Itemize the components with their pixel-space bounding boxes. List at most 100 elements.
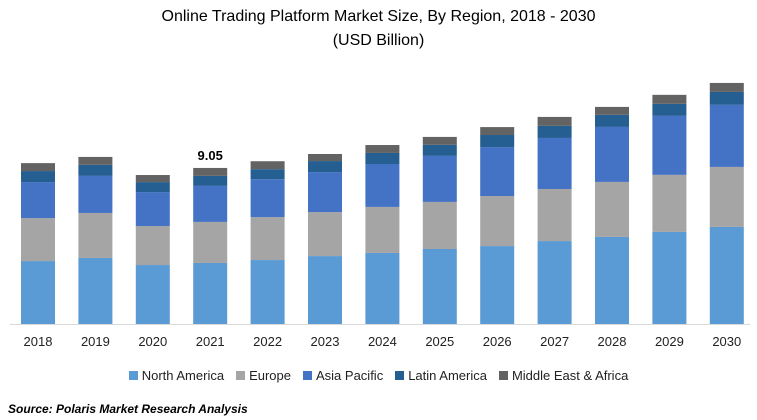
bar-europe-2024 bbox=[365, 206, 400, 253]
bar-middle-east-africa-2021 bbox=[193, 167, 228, 176]
bar-north-america-2024 bbox=[365, 252, 400, 324]
bar-asia-pacific-2029 bbox=[652, 115, 687, 175]
bar-asia-pacific-2023 bbox=[308, 172, 342, 213]
bar-europe-2018 bbox=[21, 218, 55, 262]
chart-legend: North America Europe Asia Pacific Latin Ame… bbox=[0, 368, 757, 383]
bar-middle-east-africa-2025 bbox=[422, 136, 457, 145]
chart-title: Online Trading Platform Market Size, By … bbox=[161, 8, 596, 25]
bar-middle-east-africa-2026 bbox=[480, 127, 515, 136]
bar-latin-america-2021 bbox=[193, 175, 228, 186]
bar-middle-east-africa-2018 bbox=[21, 163, 55, 172]
bar-latin-america-2024 bbox=[365, 152, 400, 164]
bar-north-america-2020 bbox=[135, 265, 170, 324]
bar-middle-east-africa-2028 bbox=[595, 106, 629, 115]
legend-label: Europe bbox=[249, 368, 291, 383]
bar-north-america-2029 bbox=[652, 231, 687, 324]
x-tick-label: 2030 bbox=[712, 334, 741, 349]
legend-label: North America bbox=[141, 368, 225, 383]
bar-north-america-2023 bbox=[308, 256, 342, 324]
bar-north-america-2021 bbox=[193, 262, 228, 324]
bar-europe-2023 bbox=[308, 212, 342, 257]
bar-asia-pacific-2030 bbox=[709, 104, 744, 167]
bar-latin-america-2023 bbox=[308, 161, 342, 173]
bar-europe-2021 bbox=[193, 221, 228, 263]
bar-latin-america-2025 bbox=[422, 144, 457, 156]
legend-item: Asia Pacific bbox=[303, 368, 383, 383]
bar-north-america-2022 bbox=[250, 260, 285, 324]
bar-middle-east-africa-2020 bbox=[135, 175, 170, 183]
legend-swatch bbox=[498, 371, 508, 380]
bar-asia-pacific-2019 bbox=[78, 175, 113, 213]
bar-middle-east-africa-2030 bbox=[709, 82, 744, 92]
x-tick-label: 2025 bbox=[425, 334, 454, 349]
bar-asia-pacific-2021 bbox=[193, 185, 228, 222]
bar-latin-america-2020 bbox=[135, 182, 170, 193]
bar-middle-east-africa-2019 bbox=[78, 156, 113, 165]
bar-asia-pacific-2024 bbox=[365, 163, 400, 207]
bar-latin-america-2028 bbox=[595, 114, 629, 127]
x-tick-label: 2026 bbox=[483, 334, 512, 349]
bar-north-america-2030 bbox=[709, 226, 744, 324]
bar-north-america-2019 bbox=[78, 257, 113, 324]
x-tick-label: 2028 bbox=[598, 334, 627, 349]
legend-swatch bbox=[395, 371, 405, 380]
legend-swatch bbox=[303, 371, 312, 380]
legend-item: Latin America bbox=[395, 368, 487, 383]
bar-europe-2028 bbox=[595, 181, 629, 237]
legend-item: North America bbox=[128, 368, 225, 383]
x-tick-label: 2019 bbox=[81, 334, 110, 349]
bar-latin-america-2022 bbox=[250, 169, 285, 180]
x-tick-label: 2022 bbox=[253, 334, 282, 349]
bar-asia-pacific-2020 bbox=[135, 192, 170, 227]
bar-asia-pacific-2026 bbox=[480, 147, 515, 197]
data-label: 9.05 bbox=[198, 148, 223, 163]
bar-latin-america-2018 bbox=[21, 171, 55, 183]
x-tick-label: 2020 bbox=[138, 334, 167, 349]
legend-label: Asia Pacific bbox=[316, 368, 384, 383]
bar-latin-america-2027 bbox=[537, 125, 572, 138]
source-note: Source: Polaris Market Research Analysis bbox=[8, 402, 248, 416]
x-tick-label: 2021 bbox=[196, 334, 225, 349]
bar-middle-east-africa-2029 bbox=[652, 94, 687, 104]
x-tick-label: 2023 bbox=[311, 334, 340, 349]
x-tick-label: 2018 bbox=[24, 334, 53, 349]
legend-item: Middle East & Africa bbox=[498, 368, 629, 383]
bar-europe-2020 bbox=[135, 226, 170, 266]
bar-europe-2019 bbox=[78, 212, 113, 258]
bar-middle-east-africa-2022 bbox=[250, 161, 285, 170]
bar-europe-2030 bbox=[709, 166, 744, 227]
x-tick-label: 2029 bbox=[655, 334, 684, 349]
bar-asia-pacific-2018 bbox=[21, 182, 55, 219]
bar-europe-2027 bbox=[537, 188, 572, 242]
bar-europe-2022 bbox=[250, 217, 285, 261]
bar-europe-2029 bbox=[652, 174, 687, 232]
bar-middle-east-africa-2027 bbox=[537, 116, 572, 126]
bar-middle-east-africa-2024 bbox=[365, 145, 400, 153]
bar-north-america-2026 bbox=[480, 246, 515, 324]
bar-north-america-2028 bbox=[595, 236, 629, 324]
bar-latin-america-2029 bbox=[652, 103, 687, 116]
bar-north-america-2027 bbox=[537, 241, 572, 324]
bar-latin-america-2030 bbox=[709, 91, 744, 105]
bar-latin-america-2026 bbox=[480, 135, 515, 148]
legend-swatch bbox=[236, 371, 246, 380]
bar-asia-pacific-2028 bbox=[595, 126, 629, 182]
bar-europe-2026 bbox=[480, 196, 515, 247]
x-tick-label: 2024 bbox=[368, 334, 397, 349]
bar-middle-east-africa-2023 bbox=[308, 153, 342, 162]
bar-latin-america-2019 bbox=[78, 164, 113, 176]
x-tick-label: 2027 bbox=[540, 334, 569, 349]
bar-asia-pacific-2022 bbox=[250, 179, 285, 218]
bar-asia-pacific-2027 bbox=[537, 137, 572, 189]
bar-north-america-2018 bbox=[21, 261, 55, 324]
legend-swatch bbox=[128, 371, 138, 380]
legend-label: Middle East & Africa bbox=[511, 368, 629, 383]
chart-plot: 2018 2019 2020 2021 9.05 2022 2023 2024 2025 2026… bbox=[10, 82, 750, 349]
legend-label: Latin America bbox=[408, 368, 487, 383]
bar-europe-2025 bbox=[422, 201, 457, 249]
legend-item: Europe bbox=[236, 368, 291, 383]
bar-north-america-2025 bbox=[422, 248, 457, 324]
chart-subtitle: (USD Billion) bbox=[332, 32, 425, 49]
bar-asia-pacific-2025 bbox=[422, 155, 457, 202]
